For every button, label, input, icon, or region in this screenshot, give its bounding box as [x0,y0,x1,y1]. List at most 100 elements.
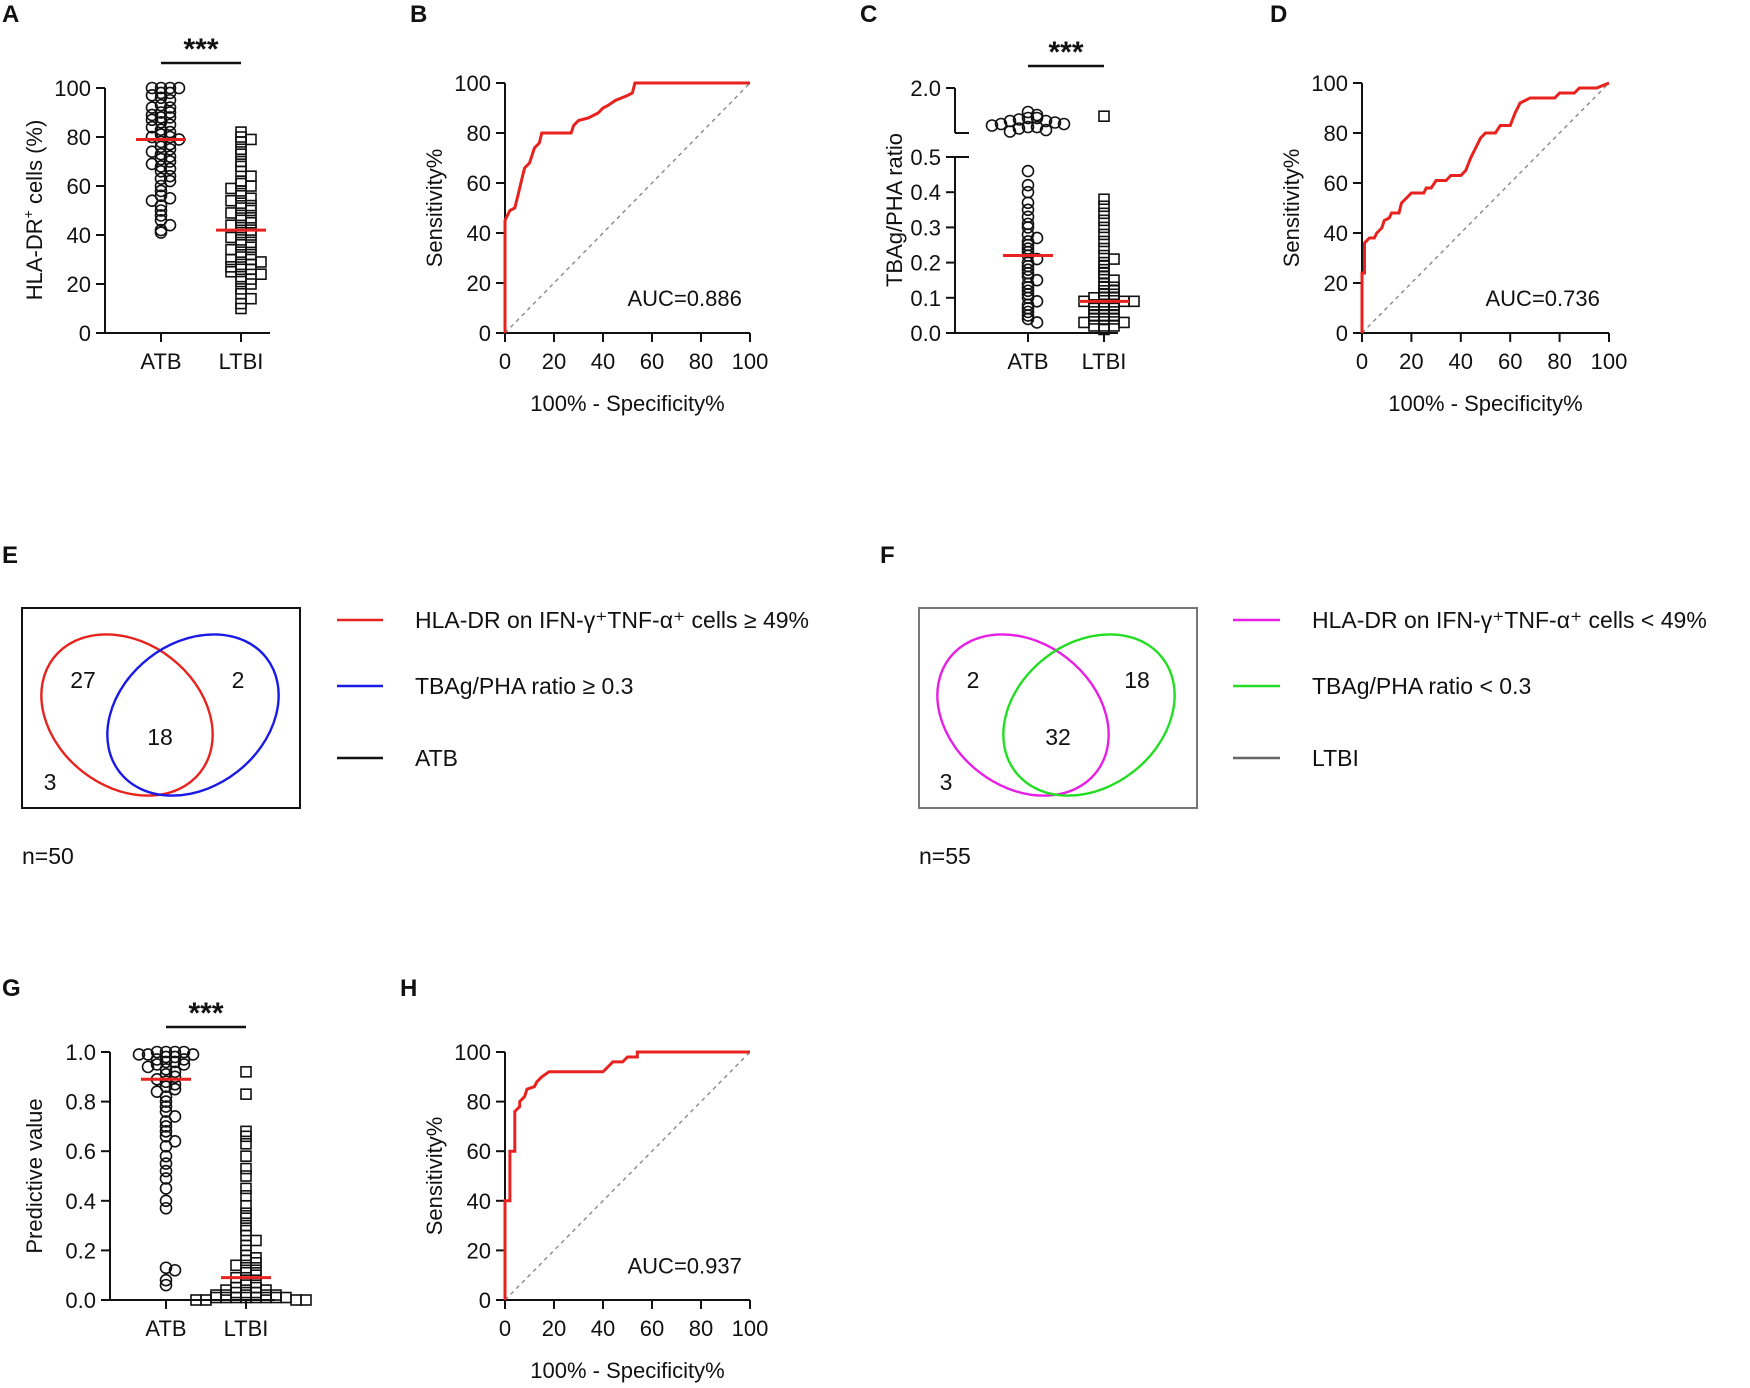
auc-label: AUC=0.937 [628,1253,742,1278]
y-tick-label: 0 [1336,321,1348,346]
atb-point [985,119,999,132]
venn-e-legend-label-1: HLA-DR on IFN-γ⁺TNF-α⁺ cells ≥ 49% [415,607,809,633]
ltbi-point [240,1162,252,1175]
ltbi-point [1098,214,1110,227]
x-axis-label: 100% - Specificity% [530,1358,724,1383]
venn-e-count-outside: 3 [44,769,57,795]
ltbi-point [225,243,237,256]
x-tick-label: 40 [1449,349,1473,374]
ltbi-point [225,194,237,207]
atb-point [159,1120,173,1133]
atb-point [154,86,168,100]
y-tick-label: 100 [454,71,491,96]
y-axis-label: Predictive value [22,1098,47,1253]
auc-label: AUC=0.886 [628,286,742,311]
ltbi-point [270,1289,282,1301]
ltbi-point [245,170,257,182]
x-tick-label: 100 [732,349,769,374]
y-tick-label: 100 [454,1040,491,1065]
atb-point [168,1082,182,1096]
atb-point [163,162,177,176]
ltbi-point [1098,263,1110,276]
venn-f-count-left: 2 [967,667,980,693]
diagonal-reference [504,82,751,334]
ltbi-point [255,256,267,268]
venn-f-circle-left [936,633,1110,797]
venn-e-circle-right [106,633,280,797]
x-tick-label: 100 [732,1316,769,1341]
atb-point [154,147,168,161]
x-tick-label: 80 [689,1316,713,1341]
ltbi-point [250,1234,262,1247]
venn-e-count-right: 2 [232,667,245,693]
x-tick-label: 40 [591,1316,615,1341]
ltbi-point [220,1291,232,1304]
ltbi-point [225,207,237,219]
ltbi-point [1098,260,1110,272]
ltbi-point [1108,288,1120,301]
y-tick-label: 0.3 [910,215,941,240]
ltbi-point [1088,306,1100,318]
atb-point [1021,164,1035,178]
ltbi-point [240,1182,252,1195]
y-axis-label: Sensitivity% [1279,149,1304,268]
y-tick-label: 20 [1324,271,1348,296]
ltbi-point [240,1199,252,1212]
y-axis-label: Sensitivity% [422,1117,447,1236]
atb-point [1030,111,1044,125]
ltbi-point [235,175,247,187]
atb-point [154,199,168,212]
ltbi-point [1108,302,1120,315]
y-tick-label: 0.1 [910,286,941,311]
roc-curve [503,1050,750,1300]
x-tick-label: 20 [542,1316,566,1341]
atb-point [994,117,1008,131]
ltbi-point [1098,270,1110,283]
roc-curve [1360,81,1610,333]
atb-point [159,1278,173,1292]
atb-point [177,1053,191,1066]
ltbi-point [1078,316,1090,329]
atb-point [154,160,168,173]
venn-e: 27 2 18 3 n=50 HLA-DR on IFN-γ⁺TNF-α⁺ ce… [21,607,809,869]
ltbi-point [1098,249,1110,262]
atb-point [159,1100,173,1113]
diagonal-reference [1361,82,1610,334]
ltbi-point [1098,323,1110,336]
ltbi-point [1118,316,1130,329]
panel-h-roc: 00 20 20 40 40 60 60 80 80 100 100 AUC=0.937 100% - … [422,1040,768,1383]
ltbi-point [240,1190,252,1202]
atb-point [163,169,177,183]
y-tick-label: 0.0 [910,321,941,346]
ltbi-point [1098,193,1110,206]
panel-label-g: G [2,975,21,1002]
atb-point [1021,120,1035,134]
y-tick-label: 0 [79,321,91,346]
x-tick-label: 40 [591,349,615,374]
atb-point [132,1048,146,1061]
y-tick-label: 40 [467,1189,491,1214]
panel-a-scatter: 0 20 40 60 80 100 ATB LTBI *** [54,33,270,374]
significance-stars: *** [1048,36,1083,69]
ltbi-point [260,1291,272,1304]
atb-point [1021,263,1035,276]
venn-f-n-label: n=55 [919,843,971,869]
atb-point [145,157,159,171]
y-tick-label: 40 [1324,221,1348,246]
y-tick-label: 0.2 [65,1238,96,1263]
ltbi-point [230,1259,242,1272]
atb-point [1021,221,1035,234]
ltbi-point [1108,281,1120,294]
y-tick-label: 0 [479,1288,491,1313]
x-tick-label: LTBI [219,349,264,374]
y-tick-label: 80 [467,121,491,146]
x-tick-label: LTBI [224,1316,269,1341]
ltbi-point [235,148,247,160]
ltbi-point [1098,281,1110,294]
x-tick-label: ATB [140,349,181,374]
ltbi-point [1108,284,1120,297]
atb-point [145,145,159,158]
significance-stars: *** [183,33,218,66]
ltbi-point [240,1130,252,1143]
